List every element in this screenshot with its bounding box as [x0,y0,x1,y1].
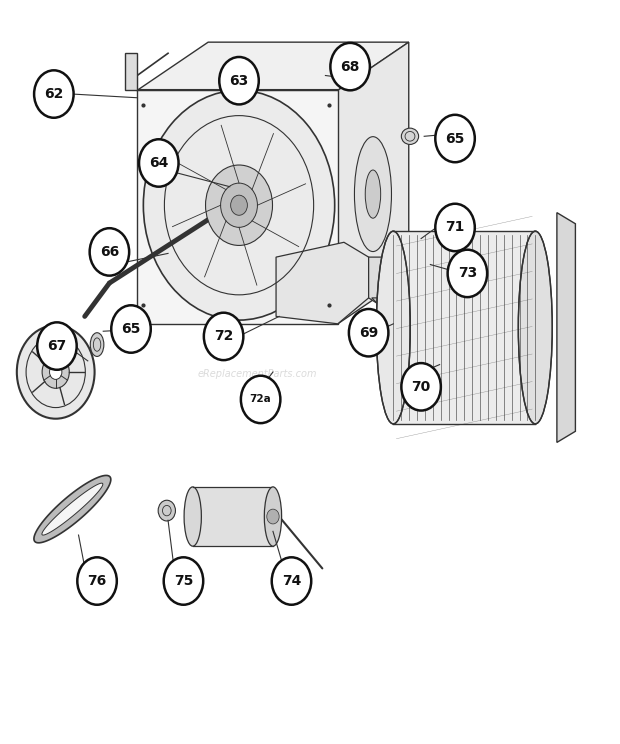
Ellipse shape [401,128,418,144]
Circle shape [139,139,179,187]
Ellipse shape [376,231,410,424]
Circle shape [349,309,388,356]
Text: 68: 68 [340,60,360,74]
Text: 71: 71 [445,220,465,234]
Circle shape [37,322,77,370]
Circle shape [267,509,279,524]
Circle shape [143,90,335,320]
Text: 73: 73 [458,266,477,280]
Circle shape [50,365,62,379]
Polygon shape [393,231,535,424]
Text: 65: 65 [445,132,465,146]
Ellipse shape [355,137,391,251]
Ellipse shape [264,487,281,546]
Ellipse shape [91,333,104,356]
Ellipse shape [518,231,552,424]
Circle shape [164,557,203,605]
Circle shape [111,305,151,353]
Circle shape [42,356,69,388]
Circle shape [435,115,475,162]
Text: 67: 67 [47,339,66,353]
Text: 72a: 72a [250,394,272,405]
Circle shape [17,325,95,419]
Circle shape [158,500,175,521]
Text: eReplacementParts.com: eReplacementParts.com [198,369,317,379]
Ellipse shape [365,170,381,218]
Polygon shape [125,54,137,90]
Text: 65: 65 [122,322,141,336]
Circle shape [221,183,257,228]
Polygon shape [193,487,273,546]
Polygon shape [557,213,575,443]
Polygon shape [137,42,409,90]
Text: 72: 72 [214,330,233,344]
Text: 70: 70 [412,380,431,394]
Text: 76: 76 [87,574,107,588]
Text: 69: 69 [359,326,378,340]
Circle shape [90,228,129,275]
Text: 62: 62 [44,87,63,101]
Text: 75: 75 [174,574,193,588]
Circle shape [241,376,280,423]
Text: 63: 63 [229,74,249,88]
Circle shape [219,57,259,104]
Text: 74: 74 [282,574,301,588]
Circle shape [231,195,247,215]
Text: 64: 64 [149,156,169,170]
Polygon shape [34,475,111,543]
Polygon shape [372,298,405,331]
Circle shape [206,165,273,246]
Circle shape [401,363,441,411]
Polygon shape [137,90,338,324]
Circle shape [435,204,475,251]
Circle shape [204,312,243,360]
Circle shape [34,71,74,118]
Circle shape [78,557,117,605]
Ellipse shape [184,487,202,546]
Circle shape [330,43,370,90]
Polygon shape [42,483,103,535]
Text: 66: 66 [100,245,119,259]
Circle shape [272,557,311,605]
Circle shape [448,250,487,297]
Polygon shape [276,243,369,324]
Polygon shape [369,257,427,324]
Polygon shape [338,42,409,324]
